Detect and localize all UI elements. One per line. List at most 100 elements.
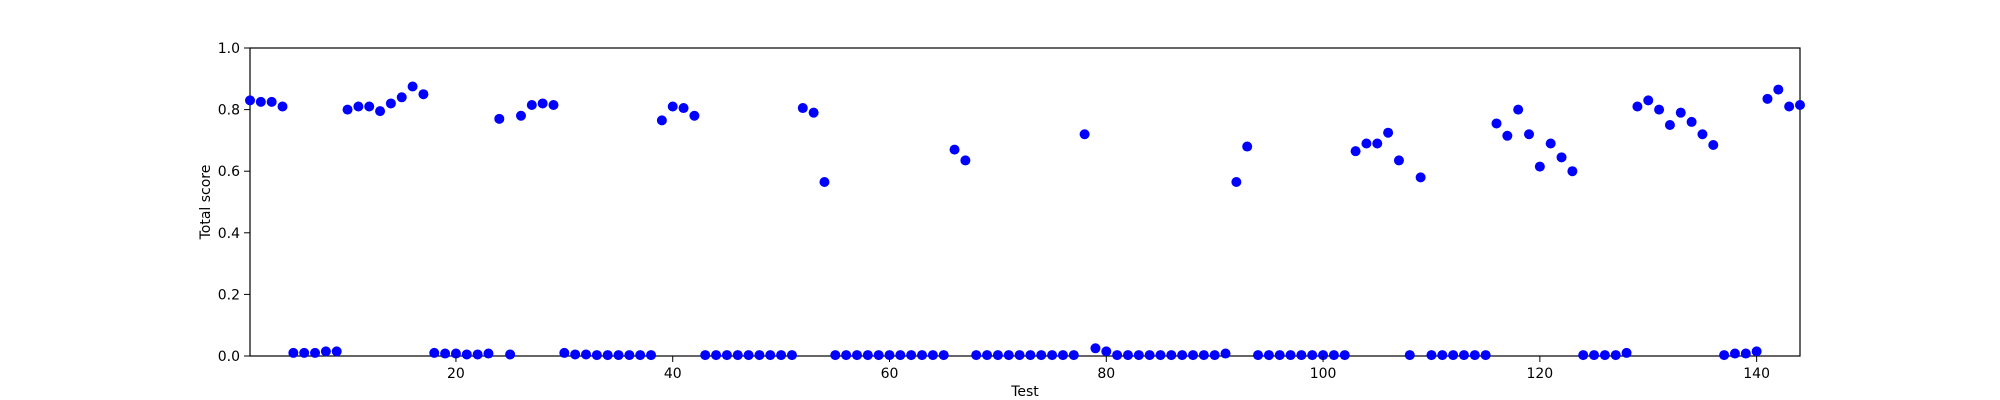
data-point [440, 348, 451, 359]
data-point [613, 350, 624, 361]
data-point [1599, 350, 1610, 361]
data-point [1664, 120, 1675, 130]
data-point [700, 350, 711, 361]
data-point [884, 350, 895, 361]
data-point [1589, 350, 1600, 361]
data-point [776, 350, 787, 361]
data-point [1350, 146, 1361, 157]
data-point [1795, 99, 1805, 110]
data-point [1209, 350, 1220, 361]
y-tick-label: 0.6 [218, 164, 240, 180]
data-point [786, 350, 797, 361]
data-point [732, 350, 743, 361]
data-point [602, 350, 613, 361]
data-point [472, 349, 483, 360]
x-axis: 20 40 60 80 100 120 140 [447, 356, 1770, 382]
data-point [1122, 350, 1133, 361]
data-point [1361, 138, 1372, 149]
data-point [1328, 350, 1339, 361]
data-point [1253, 350, 1264, 361]
data-point [765, 350, 776, 361]
data-point [1068, 350, 1079, 361]
data-point [906, 350, 917, 361]
data-point [1784, 101, 1795, 112]
data-point [711, 350, 722, 361]
data-point [1220, 348, 1231, 359]
data-point [483, 348, 494, 359]
x-tick-label: 60 [881, 366, 899, 382]
data-point [1003, 350, 1014, 361]
data-point [1047, 350, 1058, 361]
data-point [1318, 350, 1329, 361]
data-point [1751, 346, 1762, 357]
data-point [797, 103, 808, 114]
data-point [375, 106, 386, 117]
data-point [1480, 350, 1491, 361]
x-tick-label: 80 [1097, 366, 1115, 382]
data-point [385, 98, 396, 109]
plot-area [245, 47, 1805, 361]
data-point [938, 350, 949, 361]
data-point [841, 350, 852, 361]
data-point [1133, 350, 1144, 361]
y-axis: 0.0 0.2 0.4 0.6 0.8 1.0 [218, 41, 250, 365]
data-point [1686, 116, 1697, 127]
data-point [277, 101, 288, 112]
data-point [353, 101, 364, 112]
data-point [851, 350, 862, 361]
data-points [245, 81, 1805, 361]
data-point [548, 99, 559, 110]
data-point [1534, 161, 1545, 172]
data-point [1654, 104, 1665, 115]
data-point [537, 98, 548, 109]
data-point [646, 350, 657, 361]
data-point [635, 350, 646, 361]
x-tick-label: 100 [1310, 366, 1337, 382]
x-tick-label: 20 [447, 366, 465, 382]
data-point [505, 349, 516, 360]
data-point [1556, 152, 1567, 163]
data-point [1177, 350, 1188, 361]
data-point [1404, 350, 1415, 361]
data-point [830, 350, 841, 361]
data-point [1101, 346, 1112, 357]
data-point [1469, 350, 1480, 361]
data-point [1188, 350, 1199, 361]
data-point [1079, 129, 1090, 140]
data-point [1242, 141, 1253, 152]
data-point [1231, 176, 1242, 187]
data-point [245, 95, 255, 106]
data-point [396, 92, 407, 103]
data-point [971, 350, 982, 361]
data-point [494, 113, 505, 124]
data-point [1339, 350, 1350, 361]
data-point [1578, 350, 1589, 361]
data-point [721, 350, 732, 361]
data-point [570, 349, 581, 360]
x-axis-label: Test [1010, 384, 1039, 400]
y-axis-label: Total score [198, 165, 214, 241]
data-point [407, 81, 418, 92]
data-point [743, 350, 754, 361]
y-tick-label: 0.4 [218, 226, 240, 242]
data-point [1643, 95, 1654, 106]
data-point [299, 347, 310, 358]
data-point [1697, 129, 1708, 140]
data-point [1014, 350, 1025, 361]
data-point [862, 350, 873, 361]
data-point [808, 107, 819, 118]
data-point [1762, 93, 1773, 104]
data-point [1545, 138, 1556, 149]
data-point [559, 347, 570, 358]
data-point [1383, 127, 1394, 138]
data-point [310, 347, 321, 358]
data-point [1166, 350, 1177, 361]
data-point [1675, 107, 1686, 118]
data-point [364, 101, 375, 112]
data-point [1448, 350, 1459, 361]
data-point [1274, 350, 1285, 361]
data-point [1567, 166, 1578, 177]
data-point [418, 89, 429, 100]
data-point [895, 350, 906, 361]
data-point [1144, 350, 1155, 361]
